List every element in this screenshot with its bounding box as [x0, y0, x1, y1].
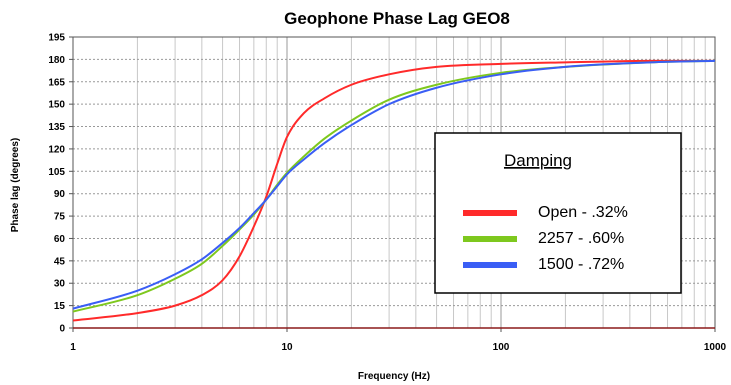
y-tick-label: 180: [48, 55, 65, 66]
y-axis-label: Phase lag (degrees): [10, 138, 21, 232]
y-tick-label: 15: [54, 301, 66, 312]
y-tick-label: 120: [48, 144, 65, 155]
legend-swatch-2: [463, 262, 517, 268]
x-tick-label: 1000: [704, 342, 727, 353]
x-tick-label: 100: [493, 342, 510, 353]
y-tick-label: 30: [54, 279, 66, 290]
legend-swatch-1: [463, 236, 517, 242]
x-axis-ticks: 1 10 100 1000: [70, 328, 727, 353]
y-tick-label: 135: [48, 122, 65, 133]
chart-title: Geophone Phase Lag GEO8: [284, 9, 510, 28]
y-tick-label: 165: [48, 77, 65, 88]
series-line-2: [72, 59, 716, 310]
series-lines: [72, 59, 716, 329]
legend-entries: Open - .32% 2257 - .60% 1500 - .72%: [463, 204, 628, 273]
legend-label-1: 2257 - .60%: [538, 230, 624, 247]
y-tick-label: 150: [48, 100, 65, 111]
legend-title: Damping: [504, 151, 572, 170]
y-tick-label: 105: [48, 167, 65, 178]
x-axis-label: Frequency (Hz): [358, 371, 430, 382]
y-tick-label: 90: [54, 189, 66, 200]
y-tick-label: 45: [54, 256, 66, 267]
series-line-1: [72, 59, 716, 313]
x-tick-label: 10: [281, 342, 293, 353]
series-line-0: [72, 59, 715, 322]
legend-label-0: Open - .32%: [538, 204, 628, 221]
legend: Damping Open - .32% 2257 - .60% 1500 - .72…: [434, 132, 682, 294]
y-tick-label: 195: [48, 33, 65, 44]
y-axis-ticks: 0 15 30 45 60 75 90 105 120 135 150 165 180 195: [48, 33, 73, 335]
y-tick-label: 60: [54, 234, 66, 245]
legend-swatch-0: [463, 210, 517, 216]
y-tick-label: 75: [54, 212, 66, 223]
x-tick-label: 1: [70, 342, 76, 353]
y-tick-label: 0: [59, 324, 65, 335]
legend-label-2: 1500 - .72%: [538, 256, 624, 273]
